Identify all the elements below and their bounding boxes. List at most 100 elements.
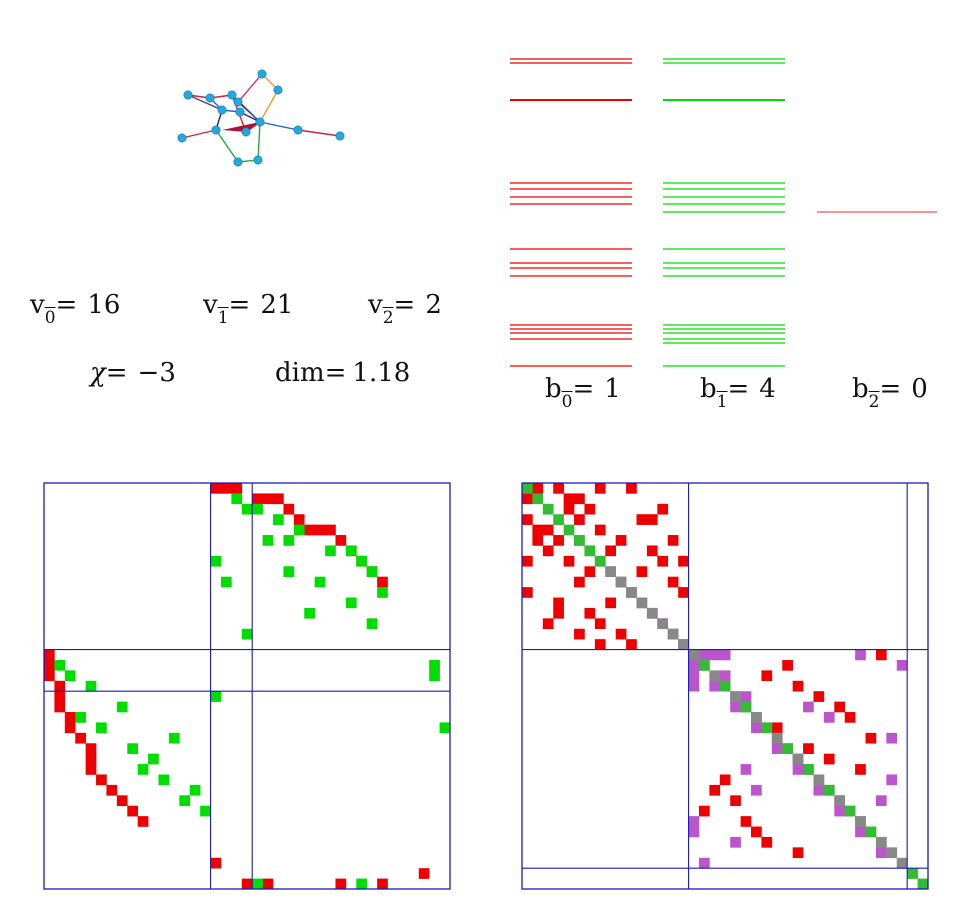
matrix-cell: [64, 670, 76, 682]
stat-v0-symbol: v: [30, 290, 45, 320]
graph-node: [227, 90, 237, 100]
matrix-cell: [553, 514, 564, 525]
matrix-cell: [813, 784, 825, 796]
matrix-cell: [127, 743, 138, 754]
matrix-cell: [116, 795, 128, 807]
matrix-cell: [522, 493, 533, 505]
matrix-cell: [584, 566, 596, 577]
stat-b2: b2= 0: [852, 374, 928, 412]
matrix-cell: [594, 618, 606, 630]
matrix-cell: [698, 659, 710, 671]
matrix-cell: [771, 722, 783, 734]
matrix-cell: [273, 493, 284, 505]
graph-edge: [187, 94, 223, 111]
matrix-cell: [698, 857, 710, 869]
matrix-cell: [127, 805, 138, 817]
matrix-cell: [855, 649, 866, 661]
matrix-cell: [667, 628, 679, 640]
matrix-cell: [730, 691, 741, 702]
matrix-cell: [54, 680, 66, 692]
matrix-cell: [522, 555, 533, 567]
matrix-cell: [54, 691, 66, 702]
matrix-cell: [148, 753, 159, 765]
matrix-cell: [377, 576, 388, 588]
matrix-cell: [345, 597, 357, 609]
matrix-cell: [220, 483, 232, 494]
eigenvalue-spectrum: [510, 58, 937, 367]
matrix-cell: [803, 701, 814, 713]
matrix-cell: [44, 670, 55, 682]
matrix-cell: [646, 607, 658, 619]
matrix-cell: [626, 483, 637, 494]
graph-node: [177, 133, 187, 143]
matrix-cell: [688, 649, 700, 661]
matrix-cell: [730, 836, 741, 848]
matrix-cell: [771, 743, 783, 754]
matrix-cell: [54, 659, 66, 671]
matrix-cell: [688, 816, 700, 827]
matrix-cell: [210, 555, 222, 567]
matrix-cell: [657, 618, 669, 630]
matrix-cell: [615, 535, 627, 546]
matrix-cell: [855, 764, 866, 775]
matrix-cell: [542, 545, 554, 557]
graph-node: [257, 69, 267, 79]
stat-v0: v0= 16: [30, 290, 120, 328]
matrix-cell: [823, 753, 835, 765]
stat-v0-equals: =: [55, 290, 78, 320]
stat-v1-value: 21: [260, 290, 294, 320]
matrix-cell: [574, 576, 585, 588]
matrix-cell: [667, 576, 679, 588]
matrix-cell: [231, 493, 243, 505]
matrix-cell: [709, 680, 721, 692]
matrix-cell: [429, 670, 440, 682]
stat-v0-subscript: 0: [44, 308, 56, 329]
matrix-border: [43, 482, 451, 890]
matrix-cell: [220, 576, 232, 588]
matrix-border: [521, 482, 929, 890]
matrix-cell: [64, 722, 76, 734]
matrix-block-lines: [43, 482, 451, 890]
matrix-cell: [75, 732, 86, 744]
matrix-cell: [210, 691, 222, 702]
graph-node: [255, 117, 265, 127]
matrix-cell: [813, 774, 825, 786]
spectrum-col1: [663, 58, 785, 367]
matrix-cell: [709, 784, 721, 796]
matrix-cell: [85, 680, 97, 692]
matrix-cell: [657, 503, 669, 515]
matrix-cell: [594, 639, 606, 650]
stat-b1-equals: =: [727, 374, 750, 404]
matrix-cell: [356, 878, 368, 890]
matrix-green-cells: [54, 493, 451, 890]
dirac-matrix: [43, 482, 451, 890]
stat-chi-label: χ=: [90, 358, 128, 388]
matrix-cell: [283, 566, 295, 577]
matrix-cell: [698, 649, 710, 661]
matrix-cell: [335, 535, 347, 546]
matrix-cell: [335, 878, 347, 890]
matrix-cell: [189, 784, 201, 796]
graph-nodes: [177, 69, 345, 167]
matrix-cell: [615, 628, 627, 640]
matrix-cell: [615, 576, 627, 588]
matrix-cell: [605, 597, 616, 609]
graph-node: [241, 127, 251, 137]
graph-node: [211, 125, 221, 135]
stat-b1: b1= 4: [700, 374, 776, 412]
matrix-cell: [709, 670, 721, 682]
stat-v2: v2= 2: [368, 290, 442, 328]
matrix-cell: [646, 514, 658, 525]
matrix-cell: [293, 524, 305, 536]
stat-b0-subscript: 0: [561, 392, 573, 413]
matrix-cell: [751, 712, 762, 723]
matrix-cell: [377, 878, 388, 890]
stat-dim-label: dim=: [275, 358, 347, 388]
stat-v1: v1= 21: [203, 290, 294, 328]
matrix-cell: [231, 483, 243, 494]
matrix-cell: [532, 524, 544, 536]
matrix-cell: [304, 524, 315, 536]
stat-euler-characteristic: χ= −3: [90, 358, 176, 388]
matrix-cell: [896, 857, 908, 869]
matrix-cell: [293, 514, 305, 525]
